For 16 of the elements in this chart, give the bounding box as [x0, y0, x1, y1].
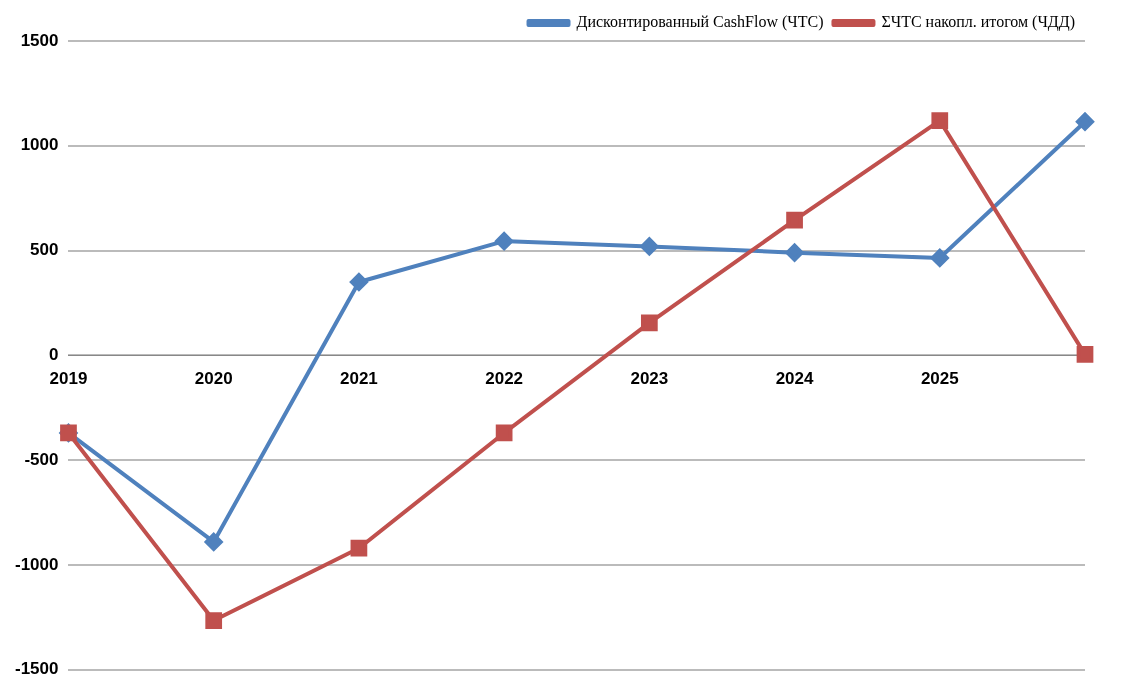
x-tick-label: 2020 — [194, 369, 233, 389]
y-tick-label: 500 — [30, 240, 59, 260]
y-tick-label: -1000 — [15, 554, 59, 574]
y-tick-label: 1000 — [20, 135, 59, 155]
legend-label: Дисконтированный CashFlow (ЧТС) — [576, 13, 824, 32]
x-tick-label: 2021 — [340, 369, 378, 389]
x-tick-label: 2025 — [920, 369, 959, 389]
y-tick-label: 1500 — [20, 30, 59, 50]
y-tick-label: -1500 — [15, 659, 59, 679]
x-tick-label: 2022 — [485, 369, 524, 389]
x-tick-label: 2019 — [49, 369, 88, 389]
y-tick-label: -500 — [24, 449, 59, 469]
x-tick-label: 2023 — [630, 369, 669, 389]
x-tick-label: 2024 — [775, 369, 815, 389]
legend-label: ΣЧТС накопл. итогом (ЧДД) — [881, 13, 1076, 32]
y-tick-label: 0 — [49, 345, 59, 365]
